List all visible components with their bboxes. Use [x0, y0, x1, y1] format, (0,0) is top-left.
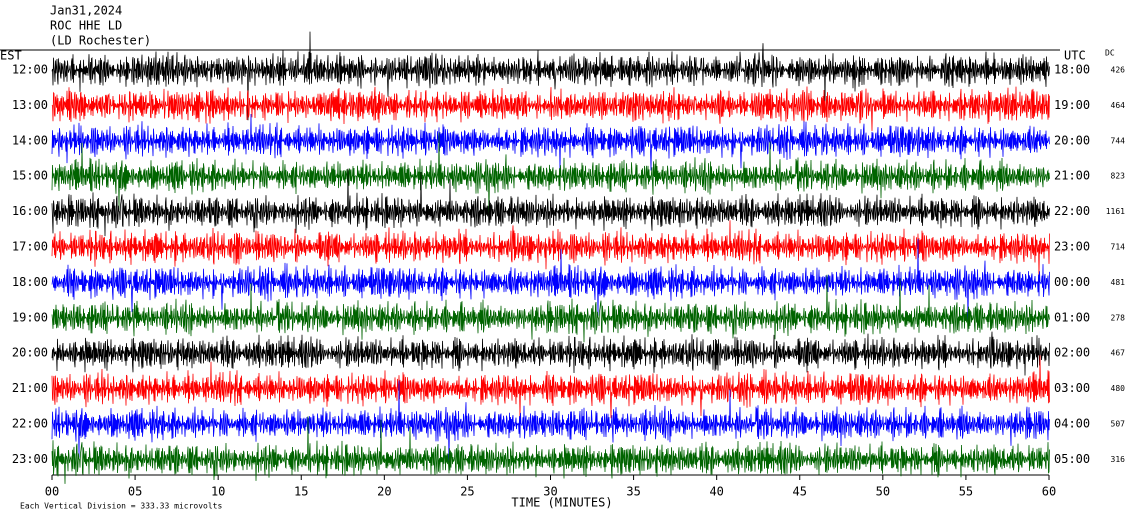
dc-value: 426: [1111, 66, 1126, 75]
est-title: EST: [0, 49, 22, 63]
utc-label: 02:00: [1054, 346, 1090, 360]
x-tick-label: 60: [1042, 485, 1056, 499]
seismic-trace: [51, 220, 1050, 278]
est-label: 13:00: [12, 98, 48, 112]
x-tick-label: 10: [211, 485, 225, 499]
dc-value: 464: [1111, 101, 1126, 110]
x-tick-label: 50: [876, 485, 890, 499]
seismic-trace: [51, 380, 1050, 465]
dc-value: 278: [1111, 313, 1126, 322]
utc-label: 03:00: [1054, 381, 1090, 395]
header-line: ROC HHE LD: [50, 19, 122, 33]
header-line: Jan31,2024: [50, 4, 122, 18]
x-tick-label: 55: [959, 485, 973, 499]
x-tick-label: 05: [128, 485, 142, 499]
utc-label: 23:00: [1054, 240, 1090, 254]
x-tick-label: 25: [460, 485, 474, 499]
utc-label: 22:00: [1054, 204, 1090, 218]
est-label: 14:00: [12, 133, 48, 147]
est-label: 12:00: [12, 63, 48, 77]
dc-value: 316: [1111, 455, 1126, 464]
dc-value: 1161: [1106, 207, 1125, 216]
seismic-trace: [51, 416, 1050, 484]
est-label: 20:00: [12, 346, 48, 360]
x-tick-label: 40: [709, 485, 723, 499]
est-label: 19:00: [12, 310, 48, 324]
seismic-trace: [51, 355, 1050, 420]
x-tick-label: 20: [377, 485, 391, 499]
seismic-trace: [51, 132, 1050, 218]
utc-label: 00:00: [1054, 275, 1090, 289]
est-label: 15:00: [12, 169, 48, 183]
utc-label: 18:00: [1054, 63, 1090, 77]
seismic-trace: [51, 331, 1050, 376]
dc-value: 507: [1111, 420, 1126, 429]
dc-value: 480: [1111, 384, 1126, 393]
x-tick-label: 00: [45, 485, 59, 499]
est-label: 22:00: [12, 417, 48, 431]
x-tick-label: 30: [543, 485, 557, 499]
dc-title: DC: [1105, 49, 1115, 58]
est-label: 23:00: [12, 452, 48, 466]
dc-value: 481: [1111, 278, 1126, 287]
utc-label: 20:00: [1054, 133, 1090, 147]
utc-label: 04:00: [1054, 417, 1090, 431]
utc-label: 19:00: [1054, 98, 1090, 112]
traces: [51, 31, 1050, 484]
seismic-trace: [51, 31, 1050, 121]
est-label: 17:00: [12, 240, 48, 254]
utc-title: UTC: [1064, 49, 1086, 63]
dc-value: 744: [1111, 136, 1126, 145]
seismic-trace: [51, 86, 1050, 131]
est-label: 21:00: [12, 381, 48, 395]
utc-label: 01:00: [1054, 310, 1090, 324]
seismic-trace: [51, 113, 1050, 172]
x-tick-label: 45: [793, 485, 807, 499]
seismic-trace: [51, 238, 1050, 324]
seismic-trace: [51, 274, 1050, 343]
x-tick-label: 35: [626, 485, 640, 499]
dc-value: 467: [1111, 349, 1126, 358]
dc-value: 823: [1111, 172, 1126, 181]
x-tick-label: 15: [294, 485, 308, 499]
est-label: 16:00: [12, 204, 48, 218]
utc-label: 05:00: [1054, 452, 1090, 466]
utc-label: 21:00: [1054, 169, 1090, 183]
header-line: (LD Rochester): [50, 34, 151, 48]
est-label: 18:00: [12, 275, 48, 289]
x-axis-title: TIME (MINUTES): [511, 496, 612, 510]
footnote: Each Vertical Division = 333.33 microvol…: [20, 502, 222, 511]
dc-value: 714: [1111, 243, 1126, 252]
seismic-trace: [51, 168, 1050, 237]
